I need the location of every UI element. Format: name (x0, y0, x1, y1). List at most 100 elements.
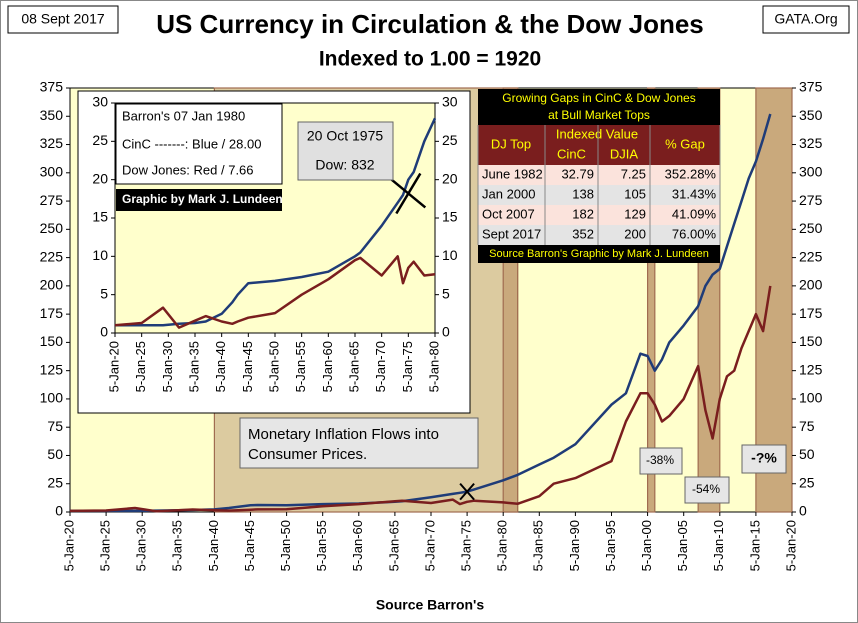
table-header: Indexed Value (556, 126, 638, 141)
x-tick-label: 5-Jan-60 (320, 341, 335, 392)
y-tick-label: 150 (40, 333, 64, 349)
chart-title: US Currency in Circulation & the Dow Jon… (156, 9, 704, 39)
table-title-bg (478, 89, 720, 125)
x-tick-label: 5-Jan-00 (639, 520, 654, 571)
x-tick-label: 5-Jan-20 (783, 520, 798, 571)
series-line (69, 285, 772, 513)
x-tick-label: 5-Jan-90 (567, 520, 582, 571)
x-tick-label: 5-Jan-20 (61, 520, 76, 571)
table-cell: 31.43% (672, 186, 717, 201)
y2-tick-label: 30 (442, 94, 458, 110)
x-tick-label: 5-Jan-05 (675, 520, 690, 571)
series-line (114, 255, 436, 329)
table-source-bg (478, 245, 720, 263)
table-cell: Sept 2017 (482, 226, 541, 241)
x-tick-label: 5-Jan-80 (426, 341, 441, 392)
annotation: Dow Jones: Red / 7.66 (122, 162, 254, 177)
x-tick-label: 5-Jan-10 (711, 520, 726, 571)
annotation: -38% (646, 453, 674, 467)
y2-tick-label: 325 (799, 135, 823, 151)
y2-tick-label: 25 (799, 474, 815, 490)
y-tick-label: 0 (100, 324, 108, 340)
x-tick-label: 5-Jan-40 (213, 341, 228, 392)
y2-tick-label: 25 (442, 132, 458, 148)
y2-tick-label: 10 (442, 247, 458, 263)
table-cell: 129 (624, 206, 646, 221)
y-tick-label: 125 (40, 361, 64, 377)
x-tick-label: 5-Jan-70 (373, 341, 388, 392)
x-tick-label: 5-Jan-25 (133, 341, 148, 392)
y2-tick-label: 20 (442, 170, 458, 186)
y-tick-label: 275 (40, 192, 64, 208)
y2-tick-label: 275 (799, 192, 823, 208)
x-tick-label: 5-Jan-35 (186, 341, 201, 392)
credit-box (116, 189, 282, 211)
x-tick-label: 5-Jan-15 (747, 520, 762, 571)
table-row-bg (478, 165, 720, 185)
y2-tick-label: 50 (799, 446, 815, 462)
annotation: -?% (751, 450, 777, 466)
x-tick-label: 5-Jan-85 (531, 520, 546, 571)
x-tick-label: 5-Jan-55 (314, 520, 329, 571)
y-tick-label: 225 (40, 248, 64, 264)
site: GATA.Org (774, 11, 837, 27)
table-cell: 352 (572, 226, 594, 241)
y2-tick-label: 225 (799, 248, 823, 264)
date: 08 Sept 2017 (21, 11, 105, 27)
date-box (297, 121, 394, 181)
table-source: Source Barron's Graphic by Mark J. Lunde… (489, 248, 709, 260)
y-tick-label: 25 (92, 132, 108, 148)
table-cell: 7.25 (621, 166, 646, 181)
x-tick-label: 5-Jan-75 (459, 520, 474, 571)
y2-tick-label: 5 (442, 285, 450, 301)
y2-tick-label: 350 (799, 107, 823, 123)
y2-tick-label: 200 (799, 277, 823, 293)
annotation-box (741, 444, 787, 474)
x-tick-label: 5-Jan-80 (495, 520, 510, 571)
y2-tick-label: 0 (799, 503, 807, 519)
x-tick-label: 5-Jan-45 (240, 341, 255, 392)
y2-tick-label: 375 (799, 79, 823, 95)
chart-subtitle: Indexed to 1.00 = 1920 (319, 48, 541, 71)
x-tick-label: 5-Jan-20 (106, 341, 121, 392)
date-box (7, 5, 119, 34)
table-subheader: DJIA (610, 146, 639, 161)
gap-table: Growing Gaps in CinC & Dow Jones at Bull … (477, 89, 721, 263)
annotation-box (639, 447, 683, 475)
x-tick-label: 5-Jan-40 (206, 520, 221, 571)
shaded-band (646, 87, 656, 513)
y-tick-label: 5 (100, 285, 108, 301)
annotation: Graphic by Mark J. Lundeen (122, 192, 283, 206)
table-cell: 200 (624, 226, 646, 241)
table-header: % Gap (665, 136, 705, 151)
y-tick-label: 30 (92, 94, 108, 110)
y2-tick-label: 0 (442, 324, 450, 340)
y-tick-label: 50 (47, 446, 63, 462)
y-tick-label: 250 (40, 220, 64, 236)
annotation-box (684, 476, 730, 504)
annotation: CinC -------: Blue / 28.00 (122, 136, 261, 151)
x-tick-label: 5-Jan-55 (293, 341, 308, 392)
table-title: at Bull Market Tops (548, 108, 650, 122)
y2-tick-label: 75 (799, 418, 815, 434)
cross-marker (390, 172, 427, 215)
x-tick-label: 5-Jan-45 (242, 520, 257, 571)
table-cell: June 1982 (482, 166, 543, 181)
note-box (115, 103, 283, 185)
series-line (70, 113, 772, 513)
x-tick-label: 5-Jan-65 (386, 520, 401, 571)
annotation: Barron's 07 Jan 1980 (122, 108, 245, 123)
table-cell: 41.09% (672, 206, 717, 221)
x-tick-label: 5-Jan-60 (350, 520, 365, 571)
x-tick-label: 5-Jan-25 (98, 520, 113, 571)
y-tick-label: 325 (40, 135, 64, 151)
annotation: Dow: 832 (315, 157, 374, 173)
y-tick-label: 75 (47, 418, 63, 434)
y-tick-label: 350 (40, 107, 64, 123)
table-cell: 32.79 (561, 166, 594, 181)
y2-tick-label: 100 (799, 390, 823, 406)
table-row-bg (478, 185, 720, 205)
y2-tick-label: 150 (799, 333, 823, 349)
table-header-bg (478, 125, 720, 165)
